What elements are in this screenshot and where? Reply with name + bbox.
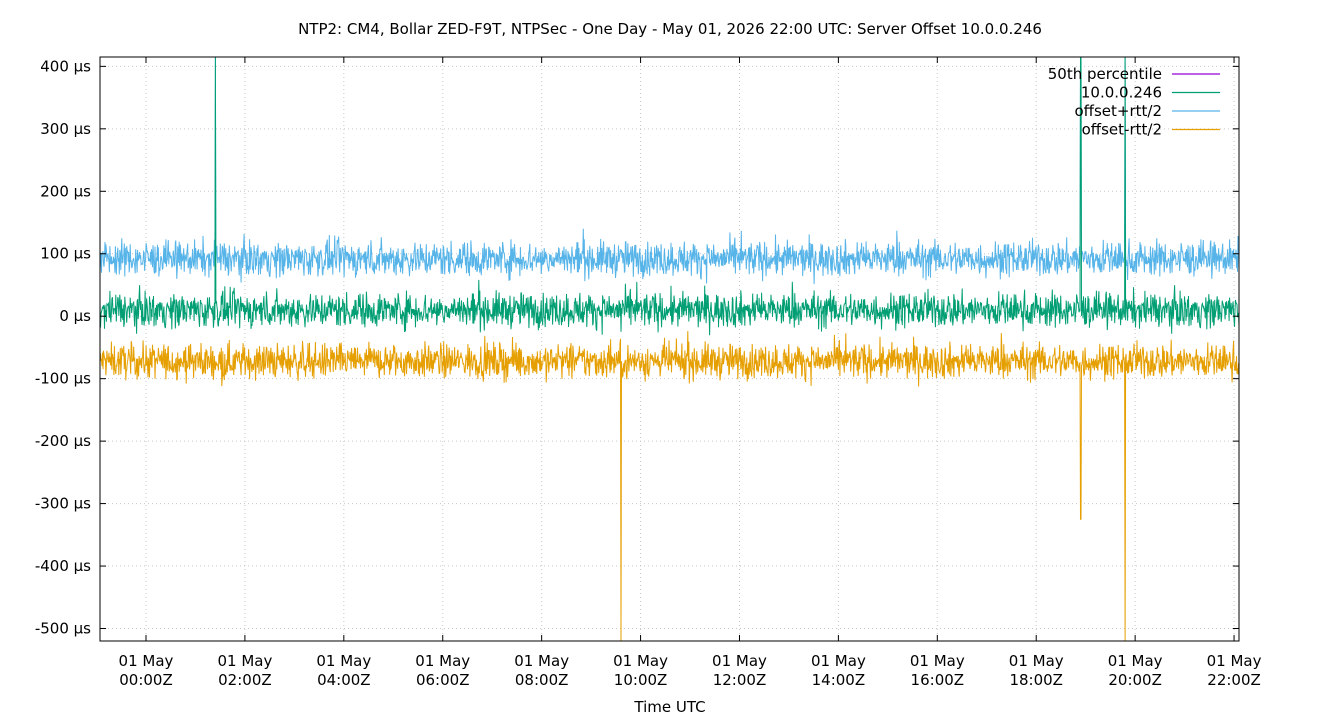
- x-tick-label-date: 01 May: [217, 652, 272, 670]
- x-tick-label-time: 10:00Z: [614, 671, 668, 689]
- y-tick-label: -100 µs: [35, 370, 91, 388]
- x-tick-label-time: 00:00Z: [119, 671, 173, 689]
- y-tick-label: 400 µs: [40, 57, 91, 75]
- x-tick-label-date: 01 May: [1207, 652, 1262, 670]
- legend-label: offset-rtt/2: [1082, 121, 1162, 139]
- x-tick-label-time: 22:00Z: [1207, 671, 1261, 689]
- y-tick-label: -500 µs: [35, 620, 91, 638]
- x-tick-label-time: 06:00Z: [416, 671, 470, 689]
- x-tick-label-date: 01 May: [119, 652, 174, 670]
- x-tick-label-date: 01 May: [910, 652, 965, 670]
- series-layer: [99, 56, 1240, 642]
- legend: 50th percentile10.0.0.246offset+rtt/2off…: [1048, 65, 1220, 139]
- y-tick-label: 200 µs: [40, 182, 91, 200]
- chart-title: NTP2: CM4, Bollar ZED-F9T, NTPSec - One …: [298, 20, 1042, 38]
- x-tick-label-date: 01 May: [316, 652, 371, 670]
- x-tick-label-time: 12:00Z: [713, 671, 767, 689]
- y-tick-label: 100 µs: [40, 245, 91, 263]
- x-tick-label-time: 16:00Z: [911, 671, 965, 689]
- x-tick-label-time: 02:00Z: [218, 671, 272, 689]
- y-tick-label: 300 µs: [40, 120, 91, 138]
- series-line-2: [99, 56, 1240, 285]
- x-tick-label-time: 14:00Z: [812, 671, 866, 689]
- x-tick-label-time: 08:00Z: [515, 671, 569, 689]
- x-tick-label-date: 01 May: [712, 652, 767, 670]
- plot-frame: [99, 56, 1240, 642]
- x-tick-label-date: 01 May: [613, 652, 668, 670]
- y-tick-label: 0 µs: [59, 307, 91, 325]
- x-tick-label-date: 01 May: [811, 652, 866, 670]
- y-tick-label: -400 µs: [35, 557, 91, 575]
- legend-label: 50th percentile: [1048, 65, 1162, 83]
- x-tick-label-time: 18:00Z: [1009, 671, 1063, 689]
- y-axis: 400 µs 300 µs 200 µs 100 µs 0 µs -100 µs -200 …: [35, 57, 1239, 638]
- x-axis-label: Time UTC: [633, 698, 705, 716]
- x-tick-label-date: 01 May: [514, 652, 569, 670]
- x-tick-label-time: 04:00Z: [317, 671, 371, 689]
- legend-label: offset+rtt/2: [1074, 102, 1162, 120]
- x-tick-label-date: 01 May: [415, 652, 470, 670]
- x-tick-label-date: 01 May: [1009, 652, 1064, 670]
- y-tick-label: -300 µs: [35, 495, 91, 513]
- x-tick-label-time: 20:00Z: [1108, 671, 1162, 689]
- legend-label: 10.0.0.246: [1081, 84, 1162, 102]
- series-line-3: [99, 331, 1240, 642]
- y-tick-label: -200 µs: [35, 432, 91, 450]
- x-tick-label-date: 01 May: [1108, 652, 1163, 670]
- series-line-1: [99, 56, 1240, 336]
